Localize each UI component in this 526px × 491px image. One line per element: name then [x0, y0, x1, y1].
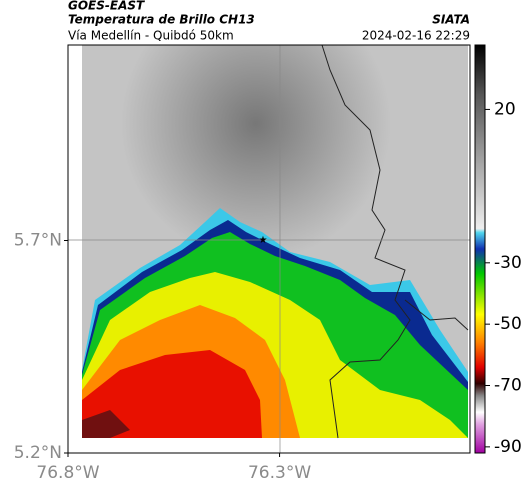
colorbar-tick-label: -30 — [494, 253, 522, 273]
subtitle: Temperatura de Brillo CH13 — [68, 13, 255, 27]
colorbar-tick-label: -70 — [494, 376, 522, 396]
map-frame — [67, 44, 471, 454]
source: SIATA — [432, 13, 470, 27]
x-tick-label: 76.8°W — [36, 463, 99, 483]
route: Vía Medellín - Quibdó 50km — [68, 29, 234, 43]
y-tick-label: 5.7°N — [14, 231, 62, 251]
datetime: 2024-02-16 22:29 — [362, 29, 470, 43]
colorbar-tick-label: 20 — [494, 99, 516, 119]
x-tick-label: 76.3°W — [248, 463, 311, 483]
satellite-image — [82, 45, 468, 438]
title: GOES-EAST — [68, 0, 145, 13]
y-tick-label: 5.2°N — [14, 443, 62, 463]
location-marker: ★ — [259, 235, 268, 246]
colorbar-tick-label: -50 — [494, 314, 522, 334]
colorbar-tick-label: -90 — [494, 437, 522, 457]
borders — [321, 44, 469, 439]
colorbar — [474, 44, 486, 454]
